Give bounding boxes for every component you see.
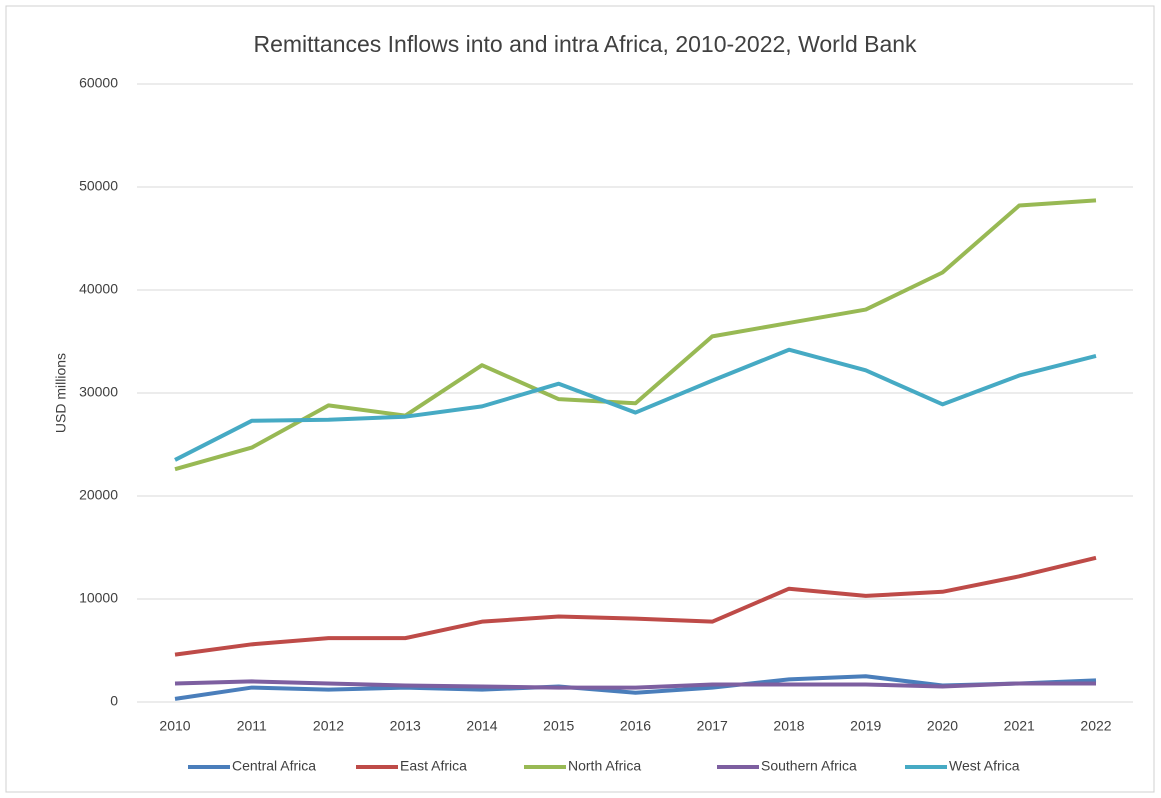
y-tick-label: 30000 xyxy=(79,384,118,400)
x-tick-label: 2022 xyxy=(1080,718,1111,734)
series-line xyxy=(174,347,1097,462)
y-tick-label: 50000 xyxy=(79,178,118,194)
series-line xyxy=(174,679,1096,690)
x-tick-label: 2018 xyxy=(773,718,804,734)
series-line xyxy=(174,555,1097,657)
y-tick-label: 40000 xyxy=(79,281,118,297)
x-tick-label: 2011 xyxy=(237,718,267,734)
x-tick-label: 2014 xyxy=(466,718,497,734)
x-tick-label: 2013 xyxy=(390,718,421,734)
series-line xyxy=(174,198,1097,472)
y-tick-label: 20000 xyxy=(79,487,118,503)
chart-title: Remittances Inflows into and intra Afric… xyxy=(253,31,917,57)
y-tick-label: 60000 xyxy=(79,75,118,91)
legend-label: North Africa xyxy=(568,758,641,774)
x-tick-label: 2015 xyxy=(543,718,574,734)
y-tick-label: 0 xyxy=(110,693,118,709)
x-tick-label: 2020 xyxy=(927,718,958,734)
legend-label: Southern Africa xyxy=(761,758,857,774)
y-axis-label: USD millions xyxy=(53,353,69,433)
x-tick-label: 2021 xyxy=(1004,718,1035,734)
x-tick-label: 2010 xyxy=(159,718,190,734)
legend-label: Central Africa xyxy=(232,758,316,774)
x-tick-label: 2019 xyxy=(850,718,881,734)
y-tick-label: 10000 xyxy=(79,590,118,606)
x-tick-label: 2017 xyxy=(697,718,728,734)
x-tick-label: 2012 xyxy=(313,718,344,734)
legend-label: West Africa xyxy=(949,758,1020,774)
x-tick-label: 2016 xyxy=(620,718,651,734)
legend-label: East Africa xyxy=(400,758,467,774)
